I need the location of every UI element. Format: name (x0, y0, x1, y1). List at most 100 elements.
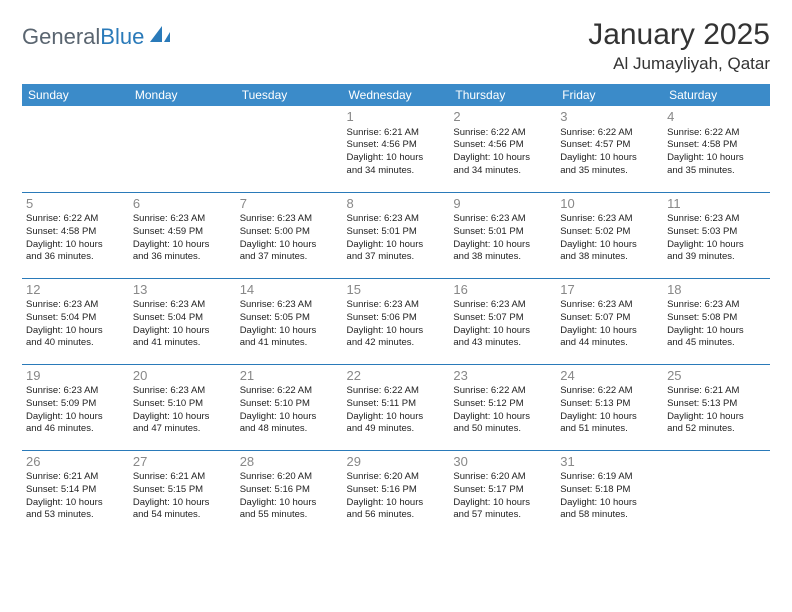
day-info-line: Sunset: 4:58 PM (26, 226, 125, 239)
calendar-day: 21Sunrise: 6:22 AMSunset: 5:10 PMDayligh… (236, 364, 343, 450)
day-info-line: Sunset: 4:56 PM (453, 139, 552, 152)
day-info-line: Sunrise: 6:21 AM (133, 471, 232, 484)
day-info-line: Sunset: 5:04 PM (26, 312, 125, 325)
day-info-line: Sunrise: 6:22 AM (453, 127, 552, 140)
calendar-day: 1Sunrise: 6:21 AMSunset: 4:56 PMDaylight… (343, 106, 450, 192)
day-info-line: Sunrise: 6:22 AM (453, 385, 552, 398)
calendar-day: 20Sunrise: 6:23 AMSunset: 5:10 PMDayligh… (129, 364, 236, 450)
day-info-line: Sunrise: 6:23 AM (240, 299, 339, 312)
day-info-line: Sunrise: 6:22 AM (26, 213, 125, 226)
day-info-line: Sunset: 4:57 PM (560, 139, 659, 152)
day-info-line: and 49 minutes. (347, 423, 446, 436)
day-info-line: Sunrise: 6:23 AM (133, 385, 232, 398)
weekday-header: Friday (556, 84, 663, 106)
day-number: 9 (453, 195, 552, 213)
day-info-line: Daylight: 10 hours (26, 239, 125, 252)
day-number: 29 (347, 453, 446, 471)
day-info-line: and 51 minutes. (560, 423, 659, 436)
day-info-line: Sunset: 5:07 PM (453, 312, 552, 325)
day-info-line: Daylight: 10 hours (240, 497, 339, 510)
day-number: 4 (667, 108, 766, 126)
day-info-line: Sunset: 5:08 PM (667, 312, 766, 325)
day-info-line: and 42 minutes. (347, 337, 446, 350)
day-info-line: Daylight: 10 hours (133, 325, 232, 338)
day-info-line: Sunset: 5:11 PM (347, 398, 446, 411)
day-info-line: Sunrise: 6:23 AM (667, 213, 766, 226)
day-info-line: and 44 minutes. (560, 337, 659, 350)
day-info-line: Sunrise: 6:23 AM (26, 385, 125, 398)
day-info-line: Daylight: 10 hours (347, 411, 446, 424)
calendar-day: 18Sunrise: 6:23 AMSunset: 5:08 PMDayligh… (663, 278, 770, 364)
day-info-line: Sunset: 5:16 PM (347, 484, 446, 497)
day-info-line: Daylight: 10 hours (347, 152, 446, 165)
day-info-line: and 34 minutes. (347, 165, 446, 178)
day-info-line: Sunset: 5:06 PM (347, 312, 446, 325)
day-number: 14 (240, 281, 339, 299)
day-number: 21 (240, 367, 339, 385)
day-info-line: Sunrise: 6:20 AM (347, 471, 446, 484)
day-info-line: Sunrise: 6:21 AM (347, 127, 446, 140)
day-info-line: and 54 minutes. (133, 509, 232, 522)
day-number: 1 (347, 108, 446, 126)
day-number: 15 (347, 281, 446, 299)
day-info-line: Sunset: 5:10 PM (133, 398, 232, 411)
calendar-day: 4Sunrise: 6:22 AMSunset: 4:58 PMDaylight… (663, 106, 770, 192)
month-title: January 2025 (588, 18, 770, 52)
day-number: 28 (240, 453, 339, 471)
calendar-day: 13Sunrise: 6:23 AMSunset: 5:04 PMDayligh… (129, 278, 236, 364)
calendar-day: 27Sunrise: 6:21 AMSunset: 5:15 PMDayligh… (129, 450, 236, 536)
day-number: 2 (453, 108, 552, 126)
day-info-line: Sunset: 5:13 PM (560, 398, 659, 411)
day-info-line: Daylight: 10 hours (667, 239, 766, 252)
day-number: 6 (133, 195, 232, 213)
weekday-header: Tuesday (236, 84, 343, 106)
day-info-line: Sunset: 5:14 PM (26, 484, 125, 497)
day-info-line: and 45 minutes. (667, 337, 766, 350)
calendar-day: 8Sunrise: 6:23 AMSunset: 5:01 PMDaylight… (343, 192, 450, 278)
day-info-line: Sunrise: 6:23 AM (667, 299, 766, 312)
day-info-line: Sunset: 5:10 PM (240, 398, 339, 411)
day-info-line: Daylight: 10 hours (347, 497, 446, 510)
logo: GeneralBlue (22, 18, 174, 50)
calendar-empty (663, 450, 770, 536)
weekday-header: Sunday (22, 84, 129, 106)
day-info-line: Daylight: 10 hours (347, 239, 446, 252)
calendar-week: 26Sunrise: 6:21 AMSunset: 5:14 PMDayligh… (22, 450, 770, 536)
day-info-line: Sunset: 5:09 PM (26, 398, 125, 411)
day-number: 16 (453, 281, 552, 299)
weekday-header: Thursday (449, 84, 556, 106)
location: Al Jumayliyah, Qatar (588, 54, 770, 74)
day-info-line: Daylight: 10 hours (26, 411, 125, 424)
calendar-day: 28Sunrise: 6:20 AMSunset: 5:16 PMDayligh… (236, 450, 343, 536)
day-info-line: and 39 minutes. (667, 251, 766, 264)
day-info-line: Daylight: 10 hours (560, 411, 659, 424)
calendar-day: 12Sunrise: 6:23 AMSunset: 5:04 PMDayligh… (22, 278, 129, 364)
day-info-line: and 40 minutes. (26, 337, 125, 350)
day-info-line: Sunset: 5:12 PM (453, 398, 552, 411)
day-info-line: and 37 minutes. (240, 251, 339, 264)
day-info-line: Sunrise: 6:23 AM (26, 299, 125, 312)
day-info-line: Sunrise: 6:23 AM (453, 299, 552, 312)
calendar-empty (129, 106, 236, 192)
calendar-day: 14Sunrise: 6:23 AMSunset: 5:05 PMDayligh… (236, 278, 343, 364)
day-info-line: Sunrise: 6:23 AM (240, 213, 339, 226)
calendar-day: 24Sunrise: 6:22 AMSunset: 5:13 PMDayligh… (556, 364, 663, 450)
day-info-line: and 38 minutes. (560, 251, 659, 264)
day-info-line: Daylight: 10 hours (560, 325, 659, 338)
calendar-day: 15Sunrise: 6:23 AMSunset: 5:06 PMDayligh… (343, 278, 450, 364)
day-number: 26 (26, 453, 125, 471)
day-info-line: Sunrise: 6:23 AM (133, 213, 232, 226)
day-number: 13 (133, 281, 232, 299)
day-info-line: and 36 minutes. (133, 251, 232, 264)
day-info-line: Daylight: 10 hours (453, 152, 552, 165)
weekday-header: Saturday (663, 84, 770, 106)
day-info-line: Sunset: 4:56 PM (347, 139, 446, 152)
day-info-line: Sunset: 5:04 PM (133, 312, 232, 325)
day-info-line: Daylight: 10 hours (240, 325, 339, 338)
day-number: 5 (26, 195, 125, 213)
day-info-line: Daylight: 10 hours (26, 497, 125, 510)
day-info-line: Daylight: 10 hours (240, 239, 339, 252)
day-info-line: Daylight: 10 hours (560, 152, 659, 165)
day-info-line: Daylight: 10 hours (453, 411, 552, 424)
calendar-day: 3Sunrise: 6:22 AMSunset: 4:57 PMDaylight… (556, 106, 663, 192)
